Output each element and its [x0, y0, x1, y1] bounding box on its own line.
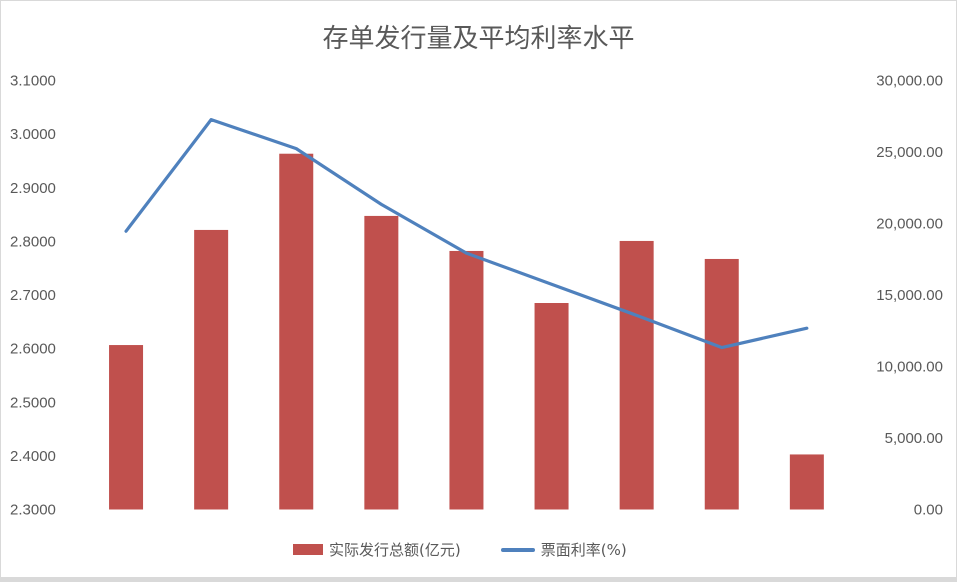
- bar-issuance: [789, 454, 824, 510]
- bar-issuance: [194, 229, 229, 510]
- legend: 实际发行总额(亿元) 票面利率(%): [293, 539, 627, 560]
- left-axis-tick-label: 2.9000: [10, 180, 56, 197]
- right-axis-tick-label: 10,000.00: [876, 359, 943, 376]
- legend-swatch-line: [500, 547, 535, 552]
- left-axis-tick-label: 3.0000: [10, 126, 56, 143]
- right-axis-tick-label: 5,000.00: [885, 430, 943, 447]
- chart-title: 存单发行量及平均利率水平: [322, 24, 635, 54]
- left-axis-tick-label: 2.4000: [10, 448, 56, 465]
- bar-issuance: [109, 345, 144, 510]
- left-axis-tick-label: 3.1000: [10, 73, 56, 90]
- right-axis-tick-label: 20,000.00: [876, 216, 943, 233]
- legend-swatch-bar: [293, 544, 323, 555]
- left-axis-tick-label: 2.3000: [10, 502, 56, 519]
- right-axis-tick-label: 0.00: [914, 502, 943, 519]
- legend-label-issuance: 实际发行总额(亿元): [329, 541, 461, 559]
- left-axis-tick-label: 2.8000: [10, 233, 56, 250]
- left-axis-tick-label: 2.7000: [10, 287, 56, 304]
- bar-issuance: [534, 303, 569, 510]
- bar-issuance: [279, 153, 314, 510]
- right-axis-tick-label: 15,000.00: [876, 287, 943, 304]
- right-axis-tick-label: 25,000.00: [876, 144, 943, 161]
- bar-issuance: [704, 258, 739, 510]
- left-axis-tick-label: 2.6000: [10, 341, 56, 358]
- bar-issuance: [449, 250, 484, 510]
- left-axis-tick-label: 2.5000: [10, 394, 56, 411]
- right-axis-tick-label: 30,000.00: [876, 73, 943, 90]
- bar-issuance: [619, 240, 654, 510]
- bar-issuance: [364, 215, 399, 510]
- legend-label-rate: 票面利率(%): [540, 541, 627, 559]
